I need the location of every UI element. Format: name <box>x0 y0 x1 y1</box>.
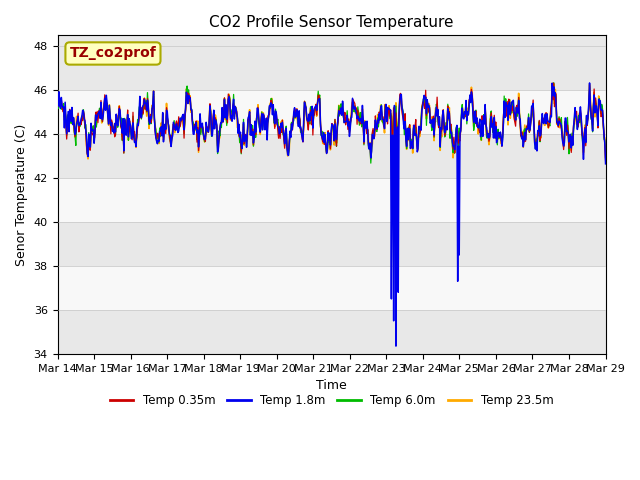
Bar <box>58 90 605 134</box>
Bar <box>58 134 605 178</box>
Bar <box>58 310 605 354</box>
Legend: Temp 0.35m, Temp 1.8m, Temp 6.0m, Temp 23.5m: Temp 0.35m, Temp 1.8m, Temp 6.0m, Temp 2… <box>105 389 558 411</box>
Title: CO2 Profile Sensor Temperature: CO2 Profile Sensor Temperature <box>209 15 454 30</box>
Bar <box>58 36 605 90</box>
Text: TZ_co2prof: TZ_co2prof <box>70 47 156 60</box>
X-axis label: Time: Time <box>316 379 347 392</box>
Y-axis label: Senor Temperature (C): Senor Temperature (C) <box>15 123 28 266</box>
Bar <box>58 222 605 266</box>
Bar <box>58 266 605 310</box>
Bar <box>58 178 605 222</box>
